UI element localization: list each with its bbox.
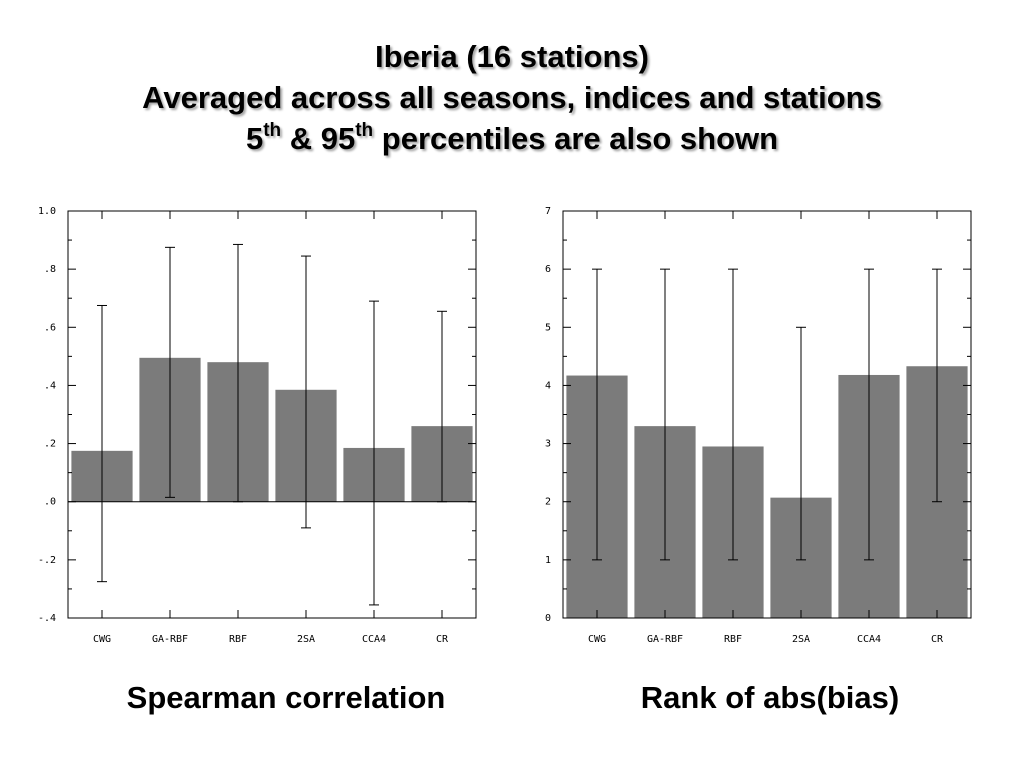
title-sup-1: th xyxy=(263,119,282,141)
title-line-3: 5th & 95th percentiles are also shown xyxy=(0,118,1024,159)
left-ytick-label: -.2 xyxy=(38,555,56,566)
right-ytick-label: 2 xyxy=(545,497,551,508)
left-xtick-label-2sa: 2SA xyxy=(297,634,315,645)
right-ytick-label: 3 xyxy=(545,439,551,450)
left-xtick-label-ga-rbf: GA-RBF xyxy=(152,634,188,645)
right-ytick-label: 7 xyxy=(545,206,551,217)
left-ytick-label: .6 xyxy=(44,322,56,333)
left-chart-caption: Spearman correlation xyxy=(126,680,446,715)
title-line-3-part-b: & 95 xyxy=(281,121,356,156)
right-xtick-label-cca4: CCA4 xyxy=(857,634,881,645)
right-xtick-label-cwg: CWG xyxy=(588,634,606,645)
page-title: Iberia (16 stations) Averaged across all… xyxy=(0,36,1024,159)
right-xtick-label-cr: CR xyxy=(931,634,944,645)
left-ytick-label: .2 xyxy=(44,439,56,450)
right-xtick-label-rbf: RBF xyxy=(724,634,742,645)
left-xtick-label-cca4: CCA4 xyxy=(362,634,386,645)
left-xtick-label-cr: CR xyxy=(436,634,449,645)
title-line-3-part-a: 5 xyxy=(245,121,264,156)
left-ytick-label: 1.0 xyxy=(38,206,56,217)
right-xtick-label-2sa: 2SA xyxy=(792,634,810,645)
title-sup-2: th xyxy=(355,119,374,141)
left-xtick-label-cwg: CWG xyxy=(93,634,111,645)
title-line-3-part-c: percentiles are also shown xyxy=(373,121,779,156)
right-ytick-label: 4 xyxy=(545,380,551,391)
right-ytick-label: 6 xyxy=(545,264,551,275)
right-ytick-label: 0 xyxy=(545,613,551,624)
title-line-2: Averaged across all seasons, indices and… xyxy=(142,80,882,115)
right-ytick-label: 1 xyxy=(545,555,551,566)
left-ytick-label: .4 xyxy=(44,380,56,391)
left-ytick-label: -.4 xyxy=(38,613,56,624)
left-plot-frame xyxy=(67,210,477,619)
right-chart-caption: Rank of abs(bias) xyxy=(640,680,900,715)
left-ytick-label: .0 xyxy=(44,497,56,508)
left-ytick-label: .8 xyxy=(44,264,56,275)
right-xtick-label-ga-rbf: GA-RBF xyxy=(647,634,683,645)
left-xtick-label-rbf: RBF xyxy=(229,634,247,645)
right-ytick-label: 5 xyxy=(545,322,551,333)
title-line-1: Iberia (16 stations) xyxy=(375,39,649,74)
